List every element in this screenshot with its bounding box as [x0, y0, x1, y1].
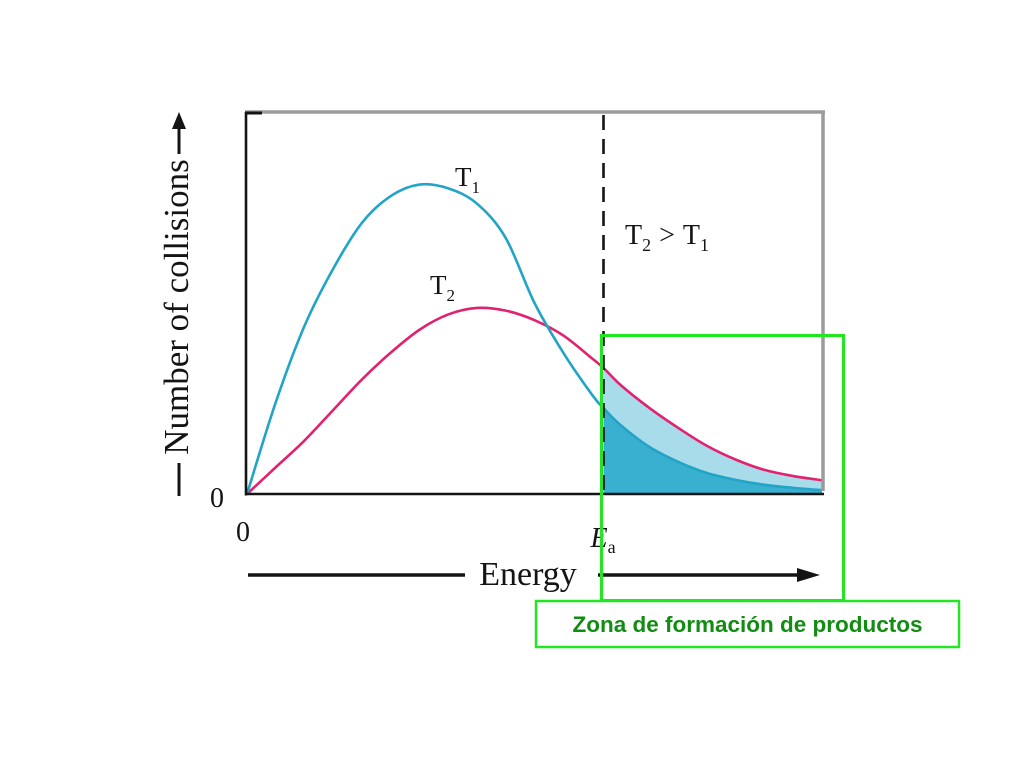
y-axis-label-group: Number of collisions [157, 112, 196, 496]
series-label-t1-main: T [455, 162, 472, 192]
y-tick-label-zero: 0 [210, 483, 224, 514]
area-t1-beyond-ea [603, 408, 822, 494]
series-label-t2-main: T [430, 270, 447, 300]
x-tick-label-zero: 0 [236, 517, 250, 548]
annotation-left-sub: 2 [642, 235, 651, 255]
annotation-left-main: T [625, 220, 642, 251]
series-label-t2-sub: 2 [447, 286, 456, 305]
ea-label-sub: a [608, 537, 616, 557]
series-label-t1: T1 [455, 162, 480, 197]
ea-label-main: E [590, 523, 608, 554]
annotation-right-main: T [683, 220, 700, 251]
annotation-right-sub: 1 [700, 235, 709, 255]
temperature-comparison-annotation: T2 > T1 [625, 220, 709, 255]
series-label-t2: T2 [430, 270, 455, 305]
y-axis-arrowhead [172, 112, 186, 129]
x-axis-label-group: Energy [248, 556, 820, 593]
plot-frame [244, 110, 825, 496]
series-label-t1-sub: 1 [472, 178, 481, 197]
series-line-t1 [245, 182, 823, 495]
x-axis-arrowhead [797, 568, 820, 582]
product-zone-label-box [534, 599, 961, 649]
ea-threshold-label: Ea [590, 523, 616, 557]
y-axis-label: Number of collisions [157, 159, 196, 455]
annotation-operator: > [659, 220, 675, 251]
x-axis-label: Energy [479, 556, 577, 593]
product-zone-label: Zona de formación de productos [572, 612, 922, 637]
